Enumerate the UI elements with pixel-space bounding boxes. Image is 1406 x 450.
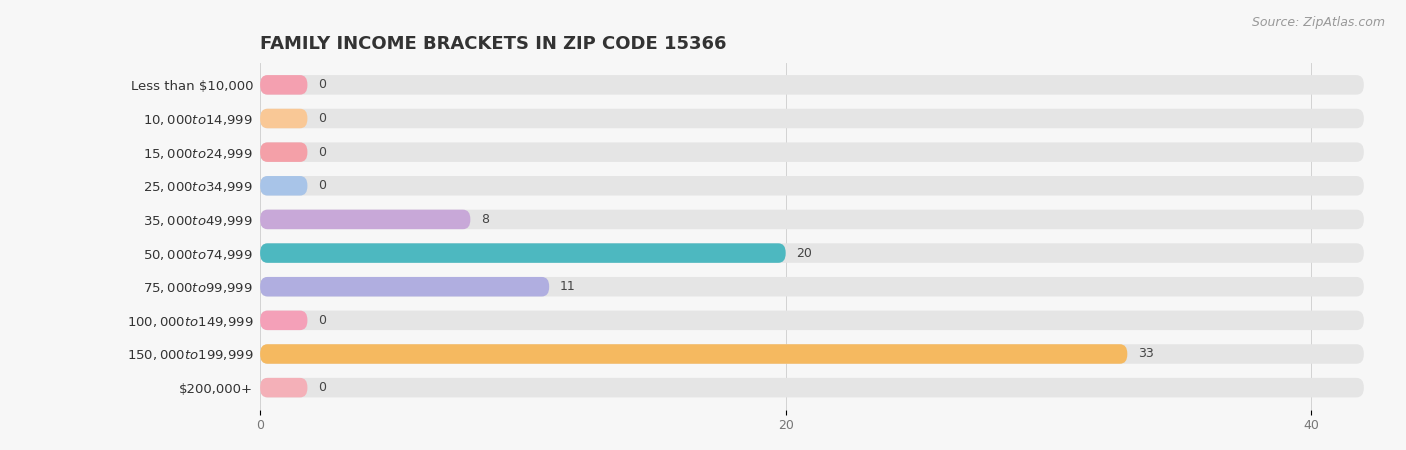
Text: 0: 0: [318, 179, 326, 192]
Text: 0: 0: [318, 112, 326, 125]
Text: 0: 0: [318, 381, 326, 394]
Text: 20: 20: [796, 247, 813, 260]
FancyBboxPatch shape: [260, 75, 1364, 94]
Text: 8: 8: [481, 213, 489, 226]
FancyBboxPatch shape: [260, 176, 1364, 196]
Text: 0: 0: [318, 78, 326, 91]
FancyBboxPatch shape: [260, 344, 1128, 364]
FancyBboxPatch shape: [260, 310, 1364, 330]
FancyBboxPatch shape: [260, 310, 308, 330]
Text: FAMILY INCOME BRACKETS IN ZIP CODE 15366: FAMILY INCOME BRACKETS IN ZIP CODE 15366: [260, 35, 727, 53]
Text: 0: 0: [318, 146, 326, 159]
Text: 11: 11: [560, 280, 575, 293]
Text: 0: 0: [318, 314, 326, 327]
FancyBboxPatch shape: [260, 378, 308, 397]
FancyBboxPatch shape: [260, 176, 308, 196]
FancyBboxPatch shape: [260, 344, 1364, 364]
FancyBboxPatch shape: [260, 210, 471, 229]
Text: 33: 33: [1137, 347, 1153, 360]
FancyBboxPatch shape: [260, 75, 308, 94]
FancyBboxPatch shape: [260, 243, 1364, 263]
FancyBboxPatch shape: [260, 277, 550, 297]
FancyBboxPatch shape: [260, 142, 1364, 162]
FancyBboxPatch shape: [260, 109, 308, 128]
FancyBboxPatch shape: [260, 210, 1364, 229]
FancyBboxPatch shape: [260, 243, 786, 263]
FancyBboxPatch shape: [260, 142, 308, 162]
Text: Source: ZipAtlas.com: Source: ZipAtlas.com: [1251, 16, 1385, 29]
FancyBboxPatch shape: [260, 109, 1364, 128]
FancyBboxPatch shape: [260, 277, 1364, 297]
FancyBboxPatch shape: [260, 378, 1364, 397]
